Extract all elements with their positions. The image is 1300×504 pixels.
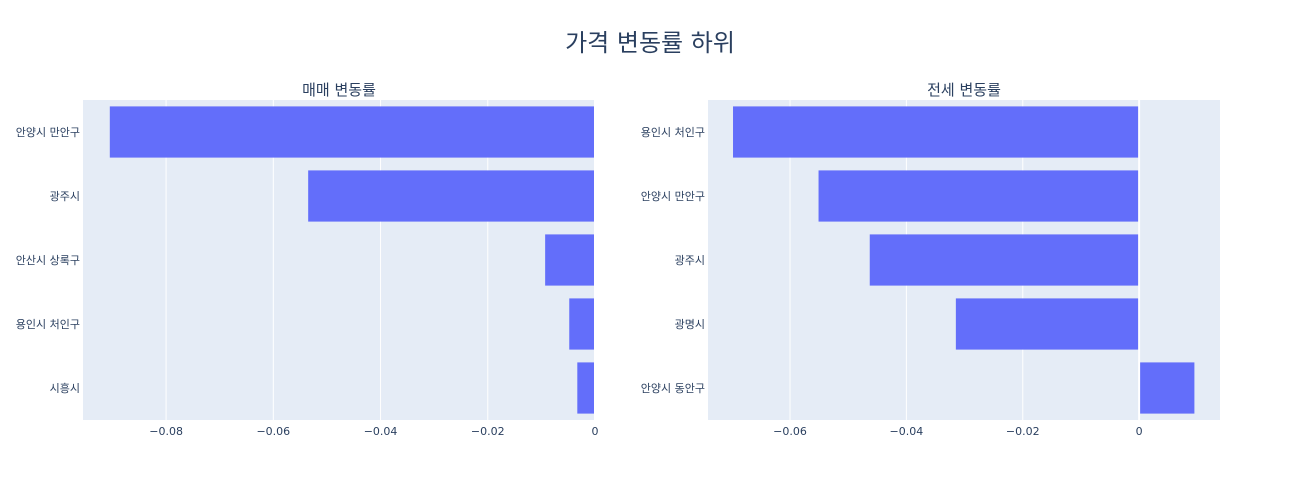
x-tick-label: −0.08 [149, 425, 183, 438]
category-label: 광명시 [675, 318, 705, 331]
bar [733, 106, 1140, 158]
bar [869, 234, 1140, 286]
subplot-title: 매매 변동률 [302, 81, 376, 99]
x-tick-label: −0.04 [890, 425, 924, 438]
bar [1139, 362, 1195, 414]
category-label: 안양시 만안구 [641, 190, 705, 203]
figure-title: 가격 변동률 하위 [565, 29, 735, 57]
category-label: 용인시 처인구 [641, 126, 705, 139]
category-label: 시흥시 [50, 381, 80, 395]
category-label: 광주시 [675, 254, 705, 267]
subplot-title: 전세 변동률 [927, 81, 1001, 99]
category-label: 안양시 만안구 [16, 126, 80, 139]
category-label: 안산시 상록구 [16, 254, 80, 267]
category-label: 광주시 [50, 190, 80, 203]
x-tick-label: −0.02 [1006, 425, 1040, 438]
bar [308, 170, 595, 222]
category-label: 안양시 동안구 [641, 382, 705, 395]
x-tick-label: −0.02 [471, 425, 505, 438]
bar [818, 170, 1140, 222]
category-label: 용인시 처인구 [16, 318, 80, 331]
bar [577, 362, 595, 414]
x-tick-label: 0 [592, 425, 599, 438]
bar [545, 234, 595, 286]
x-tick-label: 0 [1136, 425, 1143, 438]
bar [569, 298, 595, 350]
bar [955, 298, 1140, 350]
x-tick-label: −0.06 [256, 425, 290, 438]
x-tick-label: −0.06 [773, 425, 807, 438]
bar [109, 106, 596, 158]
x-tick-label: −0.04 [364, 425, 398, 438]
